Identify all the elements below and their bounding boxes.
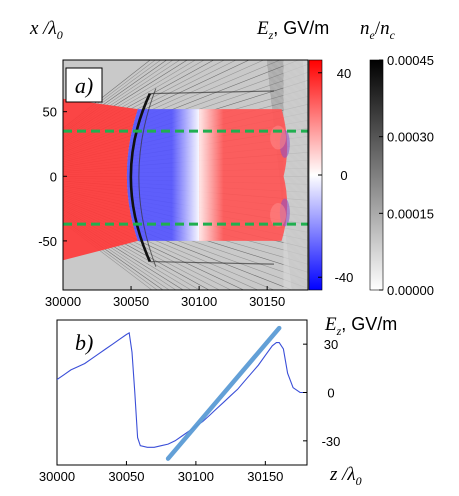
field-colorbar-tick-label: -40 [335, 270, 354, 285]
panel-b: 30000 30050 30100 30150 30 0 -30 b) Ez, GV/m z… [39, 314, 397, 488]
density-label-den: n [380, 18, 390, 39]
density-colorbar-tick-label: 0.00000 [387, 283, 434, 298]
linear-fit-line [165, 325, 282, 461]
panel-a-ylabel-sub: 0 [57, 28, 63, 42]
panel-a-xtick-label: 30150 [249, 294, 285, 309]
bubble-shell-arc [129, 93, 152, 263]
panel-b-xlabel-main: z /λ [329, 464, 356, 485]
panel-b-xlabel: z /λ0 [329, 464, 362, 488]
panel-a-label: a) [75, 73, 93, 98]
panel-b-ylabel-sub: z [336, 324, 342, 338]
panel-b-lines [57, 325, 307, 461]
density-streak [63, 60, 168, 134]
panel-b-ytick-label: -30 [322, 434, 341, 449]
panel-a-xtick-label: 30000 [45, 294, 81, 309]
panel-b-xtick-label: 30150 [247, 469, 283, 484]
bubble-shell-edge [149, 260, 274, 265]
density-colorbar-tick-label: 0.00045 [387, 53, 434, 68]
panel-a-ytick-label: 50 [43, 105, 57, 120]
density-streak [63, 60, 162, 132]
density-streak [63, 220, 158, 290]
panel-a-ylabel-main: x /λ [29, 18, 57, 39]
field-colorbar-tick-label: 40 [337, 66, 351, 81]
panel-b-ylabel: Ez, GV/m [324, 314, 397, 338]
panel-b-ytick-label: 30 [324, 337, 338, 352]
panel-b-xtick-label: 30000 [39, 469, 75, 484]
field-colorbar-ticks: 40 0 -40 [318, 66, 353, 285]
density-label-slash: / [375, 18, 381, 39]
panel-b-label: b) [75, 330, 93, 355]
panel-a-ticks: 30000 30050 30100 30150 50 0 -50 [38, 105, 285, 309]
bubble-shell-arc [138, 88, 157, 267]
bubble-shell [129, 88, 274, 267]
panel-b-ticks: 30000 30050 30100 30150 30 0 -30 [39, 337, 340, 484]
bubble-shell-edge [149, 90, 274, 95]
front-lobe [270, 125, 287, 150]
density-label-den-sub: c [390, 28, 396, 42]
density-label-num: n [360, 18, 370, 39]
field-transition [199, 109, 224, 241]
field-colorbar: 40 0 -40 Ez, GV/m [256, 18, 353, 291]
field-colorbar-label-sub: z [268, 28, 274, 42]
density-colorbar-tick-label: 0.00015 [387, 206, 434, 221]
panel-b-ytick-label: 0 [327, 386, 334, 401]
panel-a-xtick-label: 30050 [113, 294, 149, 309]
density-colorbar-tick-label: 0.00030 [387, 130, 434, 145]
panel-b-xtick-label: 30050 [108, 469, 144, 484]
density-streak [63, 60, 156, 131]
field-colorbar-tick-label: 0 [340, 168, 347, 183]
panel-a-ytick-label: 0 [50, 169, 57, 184]
panel-a-label-box [65, 67, 103, 103]
field-region [63, 98, 138, 261]
panel-b-ylabel-main: E [324, 314, 337, 335]
dashed-lines [63, 129, 308, 226]
field-colorbar-label: Ez, GV/m [256, 18, 329, 42]
density-colorbar-label: ne/nc [360, 18, 396, 42]
field-transition [171, 109, 200, 241]
field-profile-line [57, 332, 307, 448]
density-streak [63, 222, 153, 290]
panel-a-ytick-label: -50 [38, 234, 57, 249]
density-label-num-sub: e [370, 28, 376, 42]
panel-b-xlabel-sub: 0 [356, 474, 362, 488]
panel-a-frame [62, 59, 309, 291]
field-colorbar-label-main: E [256, 18, 269, 39]
density-colorbar-bar [369, 59, 384, 291]
field-colorbar-label-unit: , GV/m [273, 18, 329, 38]
density-streak [63, 60, 151, 129]
density-front-zone [283, 60, 308, 290]
field-regions [63, 98, 290, 261]
density-colorbar-ticks: 0.00045 0.00030 0.00015 0.00000 [379, 53, 434, 298]
panel-a-ylabel: x /λ0 [29, 18, 63, 42]
panel-b-xtick-label: 30100 [178, 469, 214, 484]
front-lobe [270, 203, 287, 228]
panel-b-ylabel-unit: , GV/m [341, 314, 397, 334]
panel-a-xtick-label: 30100 [181, 294, 217, 309]
